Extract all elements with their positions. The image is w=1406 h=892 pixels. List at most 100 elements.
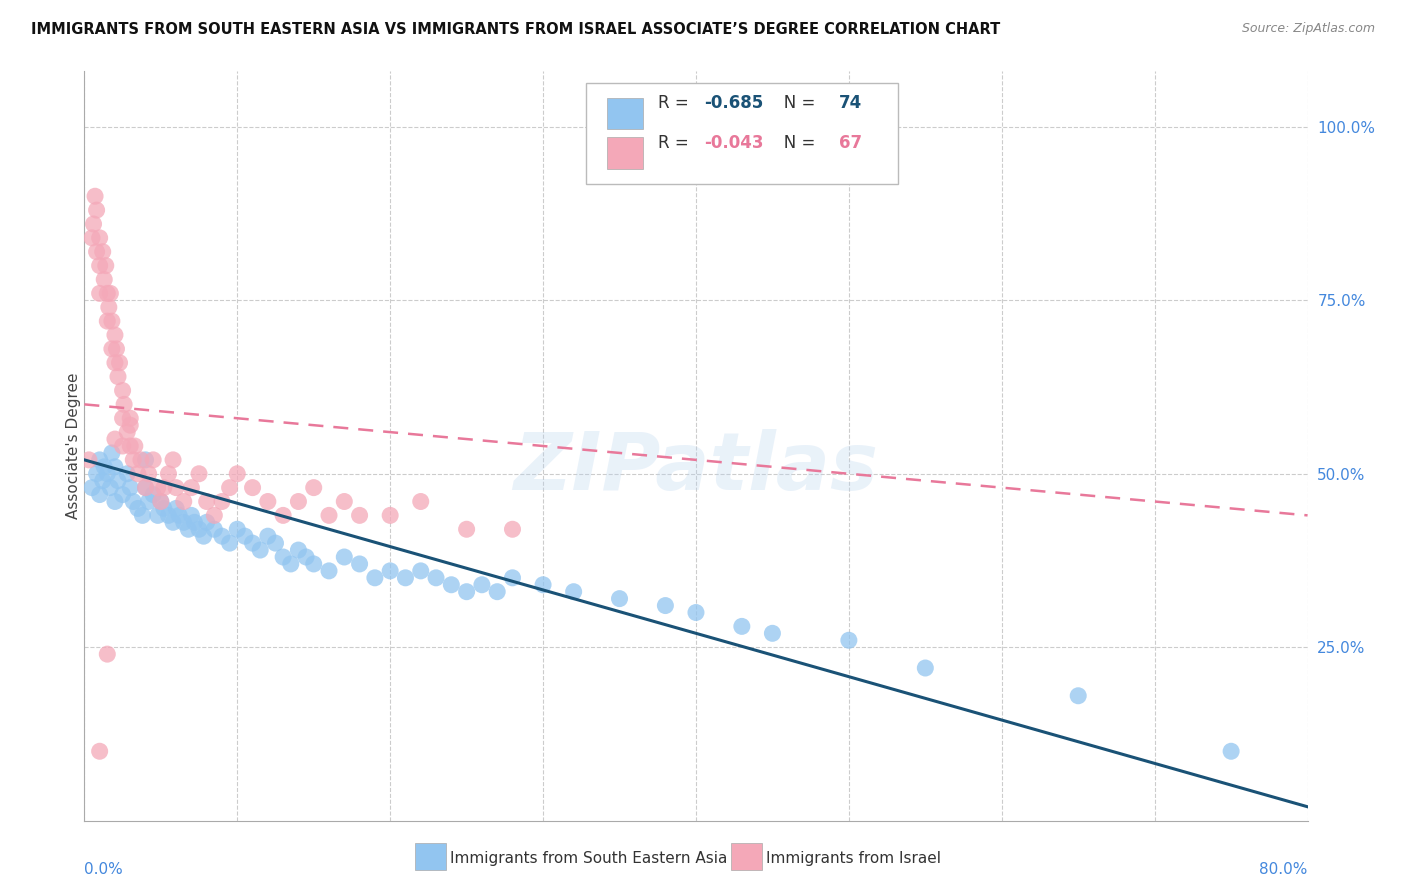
Point — [761, 626, 783, 640]
Point — [264, 536, 287, 550]
Text: IMMIGRANTS FROM SOUTH EASTERN ASIA VS IMMIGRANTS FROM ISRAEL ASSOCIATE’S DEGREE : IMMIGRANTS FROM SOUTH EASTERN ASIA VS IM… — [31, 22, 1000, 37]
Point — [129, 453, 152, 467]
Point — [349, 508, 371, 523]
Bar — [606, 97, 644, 129]
Point — [380, 564, 402, 578]
Point — [86, 244, 108, 259]
Point — [425, 571, 447, 585]
Point — [173, 494, 195, 508]
Point — [111, 411, 134, 425]
Point — [135, 453, 157, 467]
Point — [127, 501, 149, 516]
Point — [242, 481, 264, 495]
Point — [142, 453, 165, 467]
Point — [108, 356, 131, 370]
Point — [162, 516, 184, 530]
Point — [409, 564, 432, 578]
Point — [456, 584, 478, 599]
Point — [149, 494, 172, 508]
Point — [318, 508, 340, 523]
Point — [685, 606, 707, 620]
Point — [91, 244, 114, 259]
Text: N =: N = — [768, 94, 821, 112]
Point — [218, 481, 240, 495]
Point — [115, 467, 138, 481]
Point — [165, 481, 187, 495]
Point — [287, 543, 309, 558]
Point — [105, 342, 128, 356]
Point — [153, 501, 176, 516]
Text: ZIPatlas: ZIPatlas — [513, 429, 879, 508]
Point — [135, 481, 157, 495]
Point — [333, 494, 356, 508]
Point — [104, 459, 127, 474]
Text: Immigrants from Israel: Immigrants from Israel — [766, 851, 941, 865]
Point — [89, 744, 111, 758]
Point — [162, 453, 184, 467]
Point — [86, 203, 108, 218]
Point — [124, 439, 146, 453]
Point — [654, 599, 676, 613]
Point — [287, 494, 309, 508]
Point — [167, 508, 190, 523]
Point — [93, 272, 115, 286]
Point — [104, 356, 127, 370]
Point — [104, 432, 127, 446]
Bar — [606, 137, 644, 169]
Point — [440, 578, 463, 592]
Text: R =: R = — [658, 134, 695, 152]
Point — [153, 481, 176, 495]
Point — [138, 467, 160, 481]
Point — [96, 647, 118, 661]
Point — [98, 286, 121, 301]
Point — [127, 467, 149, 481]
Point — [89, 487, 111, 501]
Point — [562, 584, 585, 599]
Point — [101, 314, 124, 328]
Point — [173, 516, 195, 530]
Point — [157, 508, 180, 523]
Text: R =: R = — [658, 94, 695, 112]
Y-axis label: Associate's Degree: Associate's Degree — [66, 373, 80, 519]
Point — [104, 328, 127, 343]
Point — [80, 481, 103, 495]
Point — [157, 467, 180, 481]
Point — [77, 453, 100, 467]
Point — [146, 481, 169, 495]
Point — [486, 584, 509, 599]
Point — [233, 529, 256, 543]
Point — [96, 467, 118, 481]
Point — [364, 571, 387, 585]
Point — [409, 494, 432, 508]
Point — [202, 522, 225, 536]
Text: 80.0%: 80.0% — [1260, 862, 1308, 877]
Point — [531, 578, 554, 592]
Point — [120, 439, 142, 453]
Point — [502, 571, 524, 585]
Point — [138, 494, 160, 508]
Point — [89, 453, 111, 467]
Point — [120, 411, 142, 425]
Point — [280, 557, 302, 571]
Point — [188, 522, 211, 536]
Point — [149, 494, 172, 508]
Point — [180, 481, 202, 495]
Text: 67: 67 — [839, 134, 862, 152]
Point — [96, 286, 118, 301]
Point — [98, 481, 121, 495]
Point — [183, 516, 205, 530]
Point — [180, 508, 202, 523]
Point — [193, 529, 215, 543]
Point — [86, 467, 108, 481]
Text: Source: ZipAtlas.com: Source: ZipAtlas.com — [1241, 22, 1375, 36]
Point — [731, 619, 754, 633]
Point — [609, 591, 631, 606]
Point — [101, 342, 124, 356]
FancyBboxPatch shape — [586, 83, 898, 184]
Point — [89, 231, 111, 245]
Point — [211, 494, 233, 508]
Point — [120, 418, 142, 433]
Point — [96, 314, 118, 328]
Point — [1220, 744, 1243, 758]
Point — [80, 231, 103, 245]
